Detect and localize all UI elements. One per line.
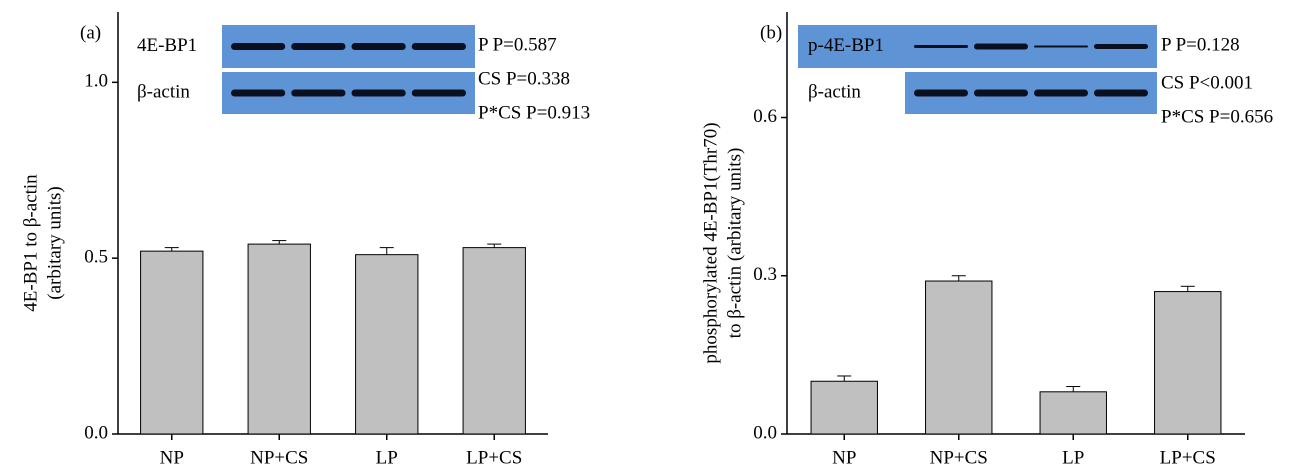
blot-band bbox=[1094, 44, 1148, 49]
bar bbox=[1155, 292, 1221, 434]
x-tick-label: LP bbox=[1062, 447, 1084, 468]
bar bbox=[248, 244, 310, 434]
y-tick-label: 0.0 bbox=[753, 422, 777, 443]
panel-label: (b) bbox=[760, 22, 782, 43]
blot-band bbox=[1034, 90, 1088, 97]
blot-label: β-actin bbox=[808, 81, 861, 102]
bar bbox=[926, 281, 992, 434]
blot-band bbox=[352, 43, 406, 50]
error-bar bbox=[1066, 387, 1080, 392]
error-bar bbox=[487, 244, 501, 248]
stat-annotation: P*CS P=0.656 bbox=[1161, 106, 1273, 127]
figure: 0.0 0.5 1.0 NP NP+CS LP LP+CS 4E-BP1 to β-actin… bbox=[0, 0, 1315, 471]
blot-label: β-actin bbox=[137, 81, 190, 102]
blot-band bbox=[231, 90, 285, 97]
error-bar bbox=[380, 248, 394, 255]
x-tick-label: NP+CS bbox=[250, 447, 308, 468]
error-bar bbox=[952, 276, 966, 281]
stat-annotation: P*CS P=0.913 bbox=[478, 102, 590, 123]
y-tick-label: 1.0 bbox=[84, 71, 108, 92]
stat-annotation: P P=0.128 bbox=[1161, 34, 1240, 55]
blot-band bbox=[914, 90, 968, 97]
x-tick-label: NP bbox=[160, 447, 184, 468]
error-bar bbox=[1181, 286, 1195, 291]
stat-annotation: CS P=0.338 bbox=[478, 68, 570, 89]
x-tick-label: LP+CS bbox=[1160, 447, 1216, 468]
x-tick-label: NP+CS bbox=[930, 447, 988, 468]
y-axis-label: phosphorylated 4E-BP1(Thr70) bbox=[700, 122, 721, 363]
bar bbox=[811, 381, 877, 434]
blot-band bbox=[1094, 90, 1148, 97]
stat-annotation: CS P<0.001 bbox=[1161, 72, 1253, 93]
blot-band bbox=[1034, 46, 1088, 48]
bar bbox=[141, 251, 203, 434]
blot-band bbox=[412, 43, 466, 50]
blot-band bbox=[974, 90, 1028, 97]
blot-label: p-4E-BP1 bbox=[808, 35, 884, 56]
y-axis-label: (arbitary units) bbox=[44, 186, 65, 299]
panel-label: (a) bbox=[80, 22, 101, 43]
error-bar bbox=[165, 248, 179, 252]
bar bbox=[356, 255, 418, 434]
x-tick-label: LP+CS bbox=[466, 447, 522, 468]
bar bbox=[1040, 392, 1106, 434]
blot-band bbox=[291, 90, 345, 97]
y-tick-label: 0.5 bbox=[84, 247, 108, 268]
y-tick-label: 0.6 bbox=[753, 106, 777, 127]
x-tick-label: NP bbox=[832, 447, 856, 468]
blot-band bbox=[352, 90, 406, 97]
stat-annotation: P P=0.587 bbox=[478, 34, 557, 55]
error-bar bbox=[272, 241, 286, 245]
y-axis-label: to β-actin (arbitary units) bbox=[724, 148, 745, 339]
y-tick-label: 0.0 bbox=[84, 422, 108, 443]
blot-band bbox=[974, 44, 1028, 50]
blot-band bbox=[412, 90, 466, 97]
y-axis-label: 4E-BP1 to β-actin bbox=[20, 174, 41, 312]
blot-band bbox=[231, 43, 285, 50]
blot-label: 4E-BP1 bbox=[137, 35, 197, 56]
bar bbox=[463, 248, 525, 434]
x-tick-label: LP bbox=[376, 447, 398, 468]
blot-band bbox=[291, 43, 345, 50]
blot-band bbox=[914, 45, 968, 48]
error-bar bbox=[837, 376, 851, 381]
y-tick-label: 0.3 bbox=[753, 264, 777, 285]
